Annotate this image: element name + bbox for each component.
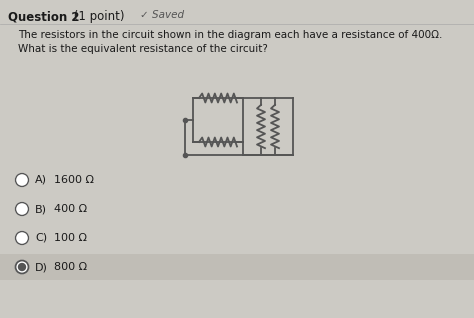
Bar [0, 254, 474, 280]
Text: 400 Ω: 400 Ω [54, 204, 87, 214]
Circle shape [16, 260, 28, 273]
Circle shape [16, 174, 28, 186]
Text: 100 Ω: 100 Ω [54, 233, 87, 243]
Text: 800 Ω: 800 Ω [54, 262, 87, 272]
Circle shape [16, 232, 28, 245]
Text: What is the equivalent resistance of the circuit?: What is the equivalent resistance of the… [18, 44, 268, 54]
Circle shape [16, 203, 28, 216]
Text: D): D) [35, 262, 48, 272]
Text: B): B) [35, 204, 47, 214]
Text: 1600 Ω: 1600 Ω [54, 175, 94, 185]
Text: C): C) [35, 233, 47, 243]
Text: (1 point): (1 point) [70, 10, 125, 23]
Text: A): A) [35, 175, 47, 185]
Text: Question 2: Question 2 [8, 10, 80, 23]
Text: ✓ Saved: ✓ Saved [140, 10, 184, 20]
Circle shape [18, 264, 26, 271]
Text: The resistors in the circuit shown in the diagram each have a resistance of 400Ω: The resistors in the circuit shown in th… [18, 30, 442, 40]
